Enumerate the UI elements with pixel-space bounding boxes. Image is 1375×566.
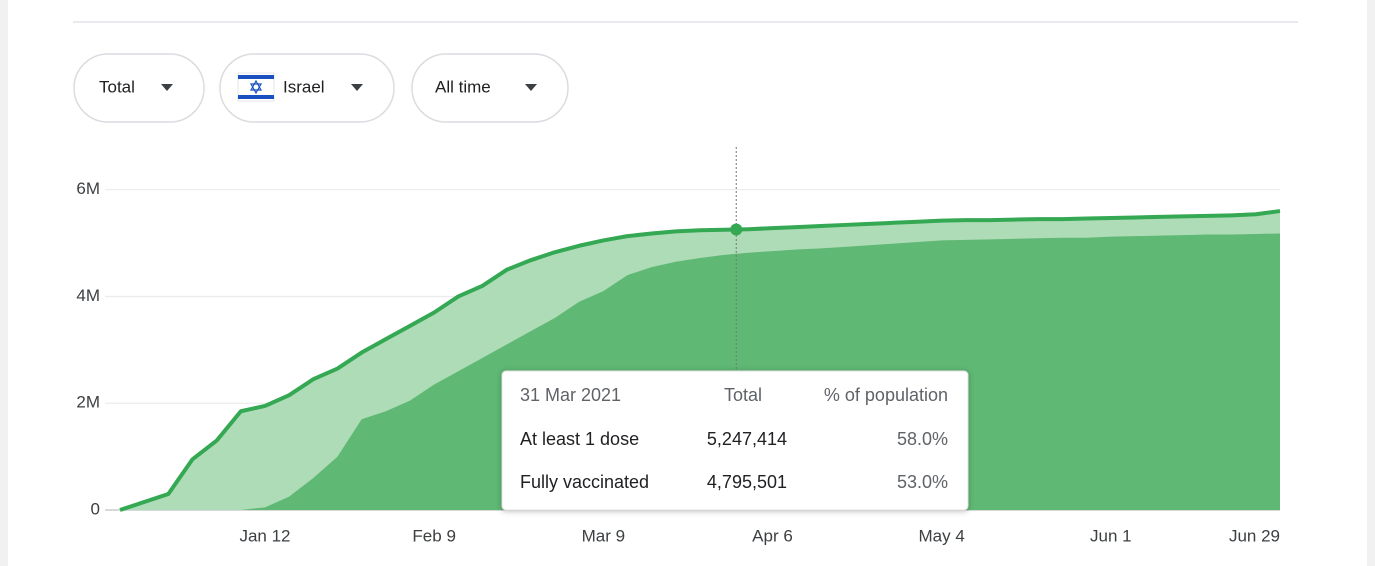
x-tick-label: Jun 1: [1090, 526, 1132, 545]
tooltip-label: Fully vaccinated: [520, 472, 649, 492]
hover-dot: [730, 223, 743, 236]
metric-dropdown[interactable]: Total: [73, 53, 205, 123]
dropdown-label[interactable]: Total: [99, 77, 135, 96]
tooltip-percent: 58.0%: [897, 429, 948, 449]
y-tick-label: 4M: [76, 286, 100, 305]
tooltip-date: 31 Mar 2021: [520, 385, 621, 405]
tooltip-percent: 53.0%: [897, 472, 948, 492]
range-dropdown[interactable]: All time: [411, 53, 569, 123]
tooltip-total: 5,247,414: [707, 429, 787, 449]
tooltip-box: [501, 370, 969, 511]
tooltip-header: % of population: [824, 385, 948, 405]
x-tick-label: Mar 9: [582, 526, 625, 545]
caret: [161, 84, 173, 91]
y-tick-label: 6M: [76, 179, 100, 198]
caret: [351, 84, 363, 91]
tooltip: 31 Mar 2021 Total % of population At least …: [501, 370, 969, 511]
line: [119, 209, 1281, 512]
x-tick-label: Jun 29: [1229, 526, 1280, 545]
x-tick-label: Apr 6: [752, 526, 793, 545]
tooltip-header: Total: [724, 385, 762, 405]
y-tick-label: 0: [91, 499, 100, 518]
tooltip-total: 4,795,501: [707, 472, 787, 492]
x-tick-label: May 4: [919, 526, 965, 545]
location-dropdown[interactable]: Israel: [219, 53, 395, 123]
pill[interactable]: [411, 53, 569, 123]
x-tick-label: Jan 12: [239, 526, 290, 545]
x-tick-label: Feb 9: [412, 526, 455, 545]
flag-stripe: [238, 95, 274, 99]
flag-star: [249, 79, 263, 95]
dropdown-label[interactable]: All time: [435, 77, 491, 96]
tooltip-label: At least 1 dose: [520, 429, 639, 449]
y-tick-label: 2M: [76, 393, 100, 412]
caret: [525, 84, 537, 91]
flag-stripe: [238, 75, 274, 79]
pill[interactable]: [73, 53, 205, 123]
dropdown-label[interactable]: Israel: [283, 77, 325, 96]
pill[interactable]: [219, 53, 395, 123]
